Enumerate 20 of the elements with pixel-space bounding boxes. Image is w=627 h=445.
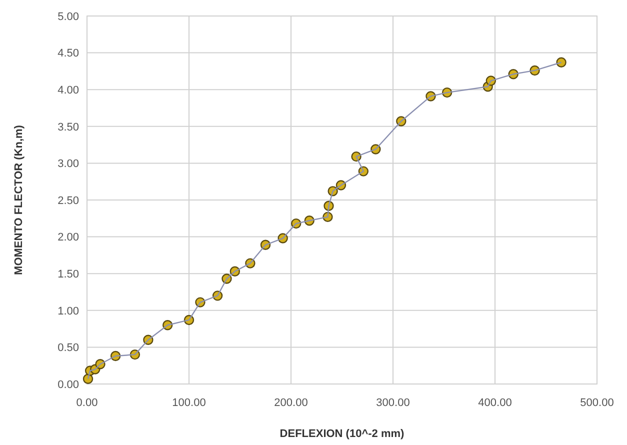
x-tick-label: 200.00 [274, 397, 308, 409]
y-tick-label: 5.00 [58, 10, 79, 23]
y-tick-label: 3.50 [58, 121, 79, 134]
x-tick-label: 500.00 [580, 397, 614, 409]
x-tick-label: 400.00 [478, 397, 512, 409]
x-tick-label: 100.00 [172, 397, 206, 409]
y-tick-label: 2.00 [58, 232, 79, 244]
y-tick-label: 1.00 [58, 305, 79, 318]
x-tick-label: 0.00 [76, 397, 98, 409]
y-tick-label: 4.50 [58, 48, 79, 60]
y-tick-label: 3.00 [58, 158, 79, 170]
x-tick-label: 300.00 [376, 397, 410, 409]
y-tick-label: 0.50 [58, 342, 79, 354]
y-tick-label: 4.00 [58, 84, 79, 96]
y-tick-label: 2.50 [58, 194, 79, 207]
x-axis-title: DEFLEXION (10^-2 mm) [280, 428, 405, 440]
point [556, 57, 566, 68]
y-axis-title: MOMENTO FLECTOR (Kn,m) [13, 124, 25, 275]
y-tick-label: 0.00 [58, 378, 79, 391]
y-tick-label: 1.50 [58, 268, 79, 280]
